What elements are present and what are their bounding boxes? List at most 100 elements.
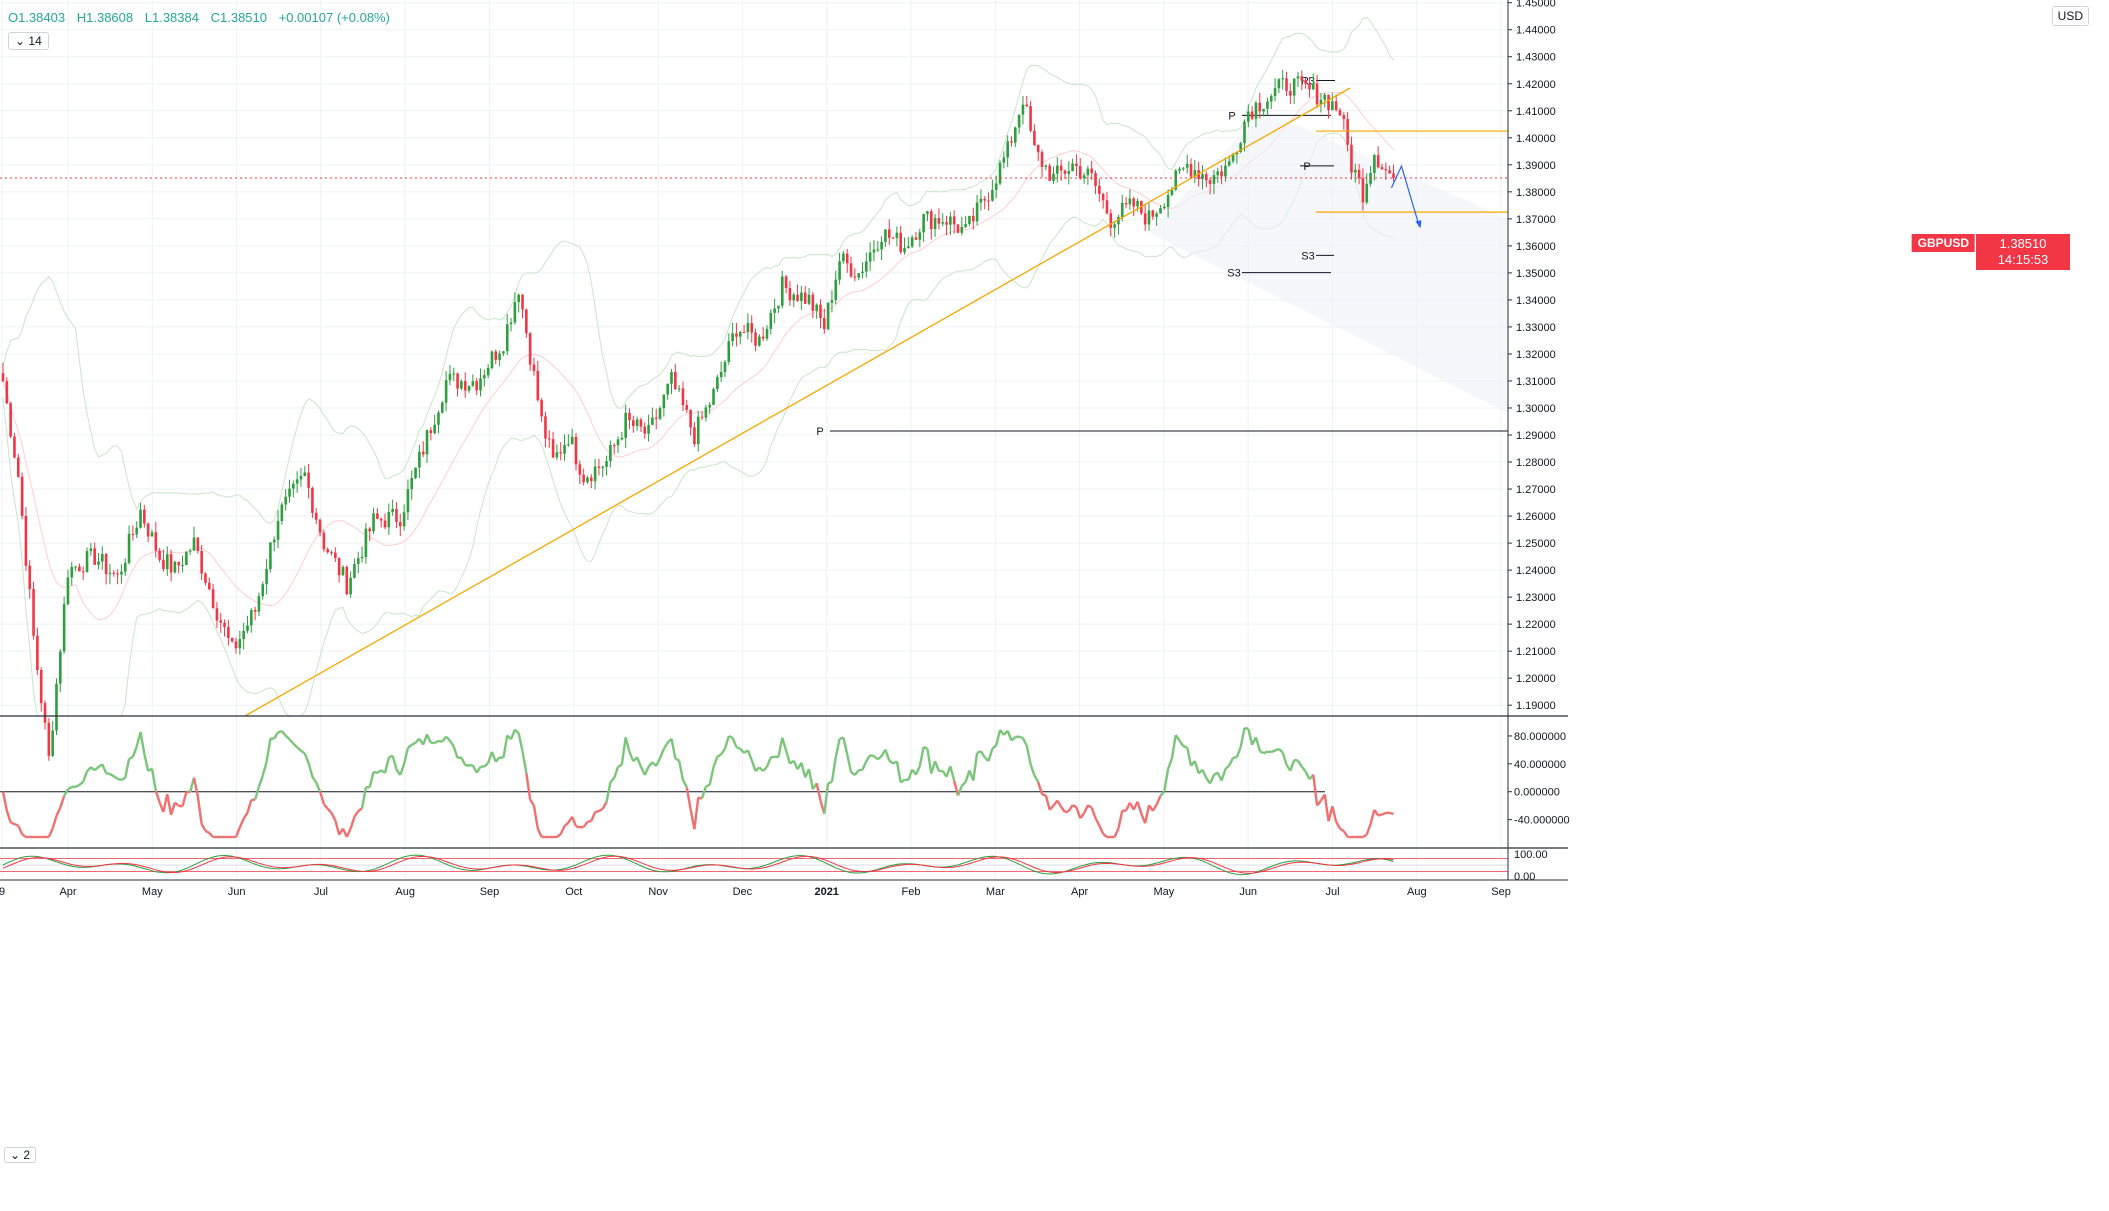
candle-body bbox=[1002, 157, 1006, 163]
study-toggle-button[interactable]: ⌄ 14 bbox=[8, 32, 49, 50]
candle-body bbox=[1071, 163, 1074, 172]
y-tick-label: 1.35000 bbox=[1516, 268, 1556, 280]
candle-body bbox=[1010, 141, 1013, 143]
candle-body bbox=[1094, 173, 1097, 186]
candle-body bbox=[372, 513, 375, 532]
y-tick-label: 1.42000 bbox=[1516, 79, 1556, 91]
osc-line bbox=[575, 825, 581, 829]
chevron-down-icon: ⌄ bbox=[15, 34, 26, 48]
stochastic-pane[interactable]: 100.00 0.00 bbox=[0, 849, 1548, 883]
candle-body bbox=[391, 509, 394, 513]
candle-body bbox=[704, 407, 708, 418]
candle-body bbox=[1040, 152, 1044, 167]
osc-line bbox=[823, 783, 830, 814]
y-tick-label: 1.24000 bbox=[1516, 565, 1556, 577]
forecast-channel bbox=[1149, 110, 1508, 414]
osc-line bbox=[407, 743, 413, 749]
symbol-label: GBPUSD bbox=[1911, 234, 1975, 252]
osc-line bbox=[605, 782, 612, 803]
osc-line bbox=[514, 728, 520, 735]
osc-line bbox=[536, 828, 543, 838]
candle-body bbox=[929, 211, 933, 230]
osc-line bbox=[869, 753, 875, 758]
osc-line bbox=[525, 772, 532, 800]
osc-line bbox=[1174, 734, 1181, 742]
candle-body bbox=[670, 372, 673, 384]
candle-body bbox=[727, 341, 731, 362]
candle-body bbox=[261, 584, 265, 597]
candle-body bbox=[1258, 102, 1262, 112]
osc-line bbox=[109, 773, 115, 778]
candle-body bbox=[1101, 193, 1105, 201]
candle-body bbox=[845, 253, 849, 264]
osc-line bbox=[693, 797, 700, 830]
osc-line bbox=[1228, 757, 1235, 766]
candle-body bbox=[517, 294, 520, 302]
osc-line bbox=[280, 730, 287, 737]
candle-body bbox=[693, 427, 696, 445]
osc-line bbox=[75, 783, 80, 788]
osc-line bbox=[750, 759, 757, 772]
candle-body bbox=[1189, 163, 1193, 177]
osc-line bbox=[10, 821, 15, 826]
osc-line bbox=[1094, 817, 1101, 827]
osc-line bbox=[360, 787, 368, 809]
osc-line bbox=[987, 748, 994, 762]
y-tick-label: 1.19000 bbox=[1516, 700, 1556, 712]
candle-body bbox=[36, 635, 39, 670]
candle-body bbox=[1067, 171, 1071, 174]
osc-line bbox=[1044, 795, 1051, 811]
forecast-arrow bbox=[1390, 164, 1421, 228]
oscillator-pane[interactable]: 80.000000 40.000000 0.000000 -40.000000 bbox=[0, 726, 1570, 839]
candle-body bbox=[368, 528, 372, 532]
x-tick-label: Jul bbox=[1325, 886, 1339, 898]
osc-line bbox=[494, 756, 501, 763]
candle-body bbox=[777, 305, 780, 309]
candle-body bbox=[532, 364, 536, 371]
candle-body bbox=[188, 550, 192, 552]
time-axis[interactable]: 9 Apr May Jun Jul Aug Sep Oct Nov Dec 2021 Feb Mar Ap… bbox=[0, 886, 1511, 898]
osc-line bbox=[677, 760, 685, 781]
candle-body bbox=[39, 669, 43, 704]
candle-body bbox=[1281, 78, 1284, 80]
candle-body bbox=[712, 389, 715, 405]
candle-body bbox=[547, 438, 551, 440]
candlestick-series[interactable] bbox=[1, 69, 1395, 761]
osc-line bbox=[842, 737, 849, 755]
stochastic-toggle-button[interactable]: ⌄ 2 bbox=[4, 1147, 37, 1163]
candle-body bbox=[582, 474, 585, 483]
osc-line bbox=[288, 738, 295, 745]
candle-body bbox=[66, 577, 70, 605]
osc-line bbox=[192, 777, 199, 797]
candle-body bbox=[62, 604, 66, 652]
candle-body bbox=[758, 336, 761, 346]
osc-line bbox=[521, 751, 528, 774]
candle-body bbox=[1269, 96, 1273, 102]
osc-line bbox=[1056, 799, 1063, 808]
osc-line bbox=[858, 768, 863, 772]
candle-body bbox=[1151, 210, 1155, 217]
y-tick-label: 1.38000 bbox=[1516, 187, 1556, 199]
candle-body bbox=[143, 509, 146, 524]
osc-line bbox=[731, 737, 738, 748]
candle-body bbox=[1128, 198, 1132, 205]
osc-tick-label: -40.000000 bbox=[1514, 815, 1570, 827]
osc-line bbox=[861, 760, 868, 771]
candle-body bbox=[968, 215, 971, 225]
price-axis[interactable]: 1.45000 1.44000 1.43000 1.42000 1.41000 1.400… bbox=[0, 0, 1568, 881]
osc-line bbox=[1155, 795, 1162, 806]
osc-line bbox=[246, 799, 253, 813]
candle-body bbox=[28, 565, 32, 589]
candle-body bbox=[536, 370, 540, 401]
candle-body bbox=[1120, 202, 1124, 217]
currency-button[interactable]: USD bbox=[2051, 6, 2089, 26]
y-tick-label: 1.23000 bbox=[1516, 592, 1556, 604]
candle-body bbox=[918, 232, 922, 240]
chevron-down-icon: ⌄ bbox=[10, 1148, 21, 1162]
x-tick-label: 9 bbox=[0, 886, 5, 898]
drawing-overlays[interactable] bbox=[0, 87, 1508, 717]
candle-body bbox=[620, 437, 624, 440]
candle-body bbox=[1311, 83, 1315, 90]
osc-line bbox=[402, 747, 410, 765]
